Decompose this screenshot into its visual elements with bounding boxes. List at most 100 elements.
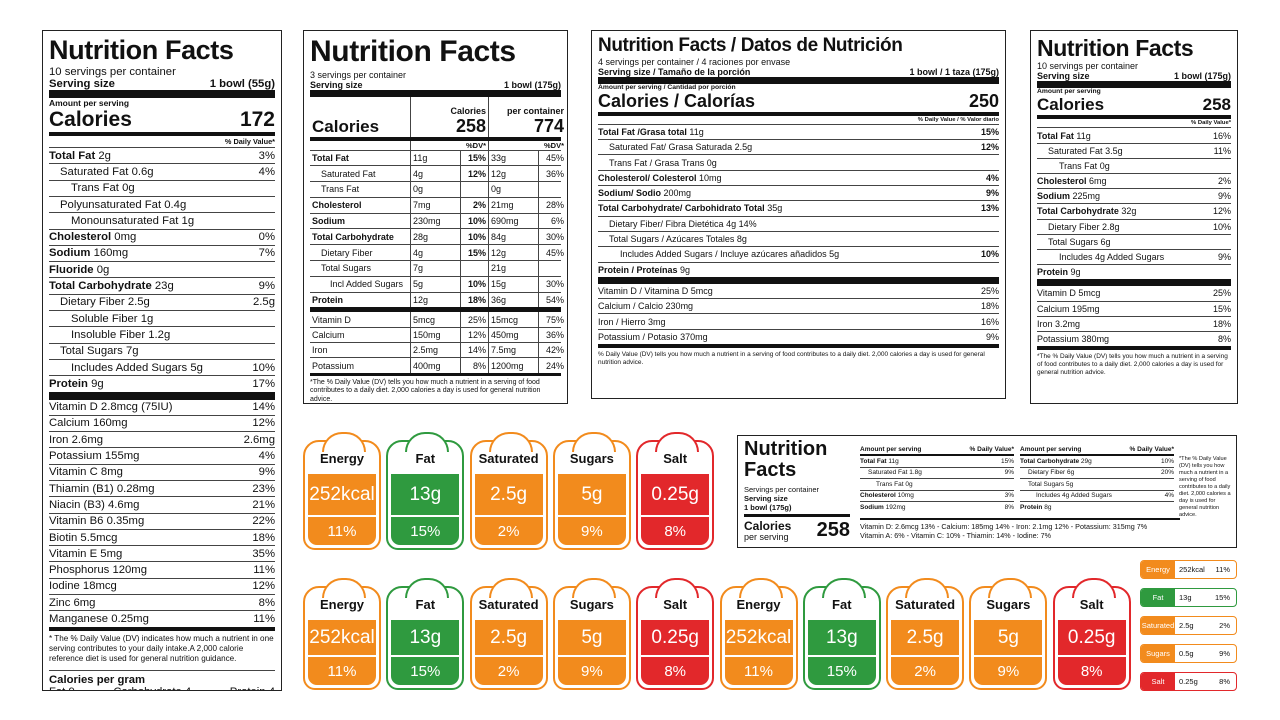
daily-value: 10% xyxy=(1160,457,1174,465)
daily-value: 12% xyxy=(980,142,999,153)
nutrient-badge: Salt 0.25g 8% xyxy=(636,578,715,690)
label-left: Nutrition Facts Servings per container Ser… xyxy=(744,439,850,542)
nutrient-amount: 8g xyxy=(736,234,747,245)
divider-bar xyxy=(598,344,999,348)
nutrient: Vitamin D 2.8mcg (75IU) xyxy=(49,401,172,413)
nutrient-badge: Sugars 5g 9% xyxy=(552,578,631,690)
nutrient: Includes 4g Added Sugars xyxy=(1037,252,1164,262)
nutrient-name: Total Carbohydrate xyxy=(1020,457,1080,465)
nutrition-label: Nutrition Facts 10 servings per container… xyxy=(1030,30,1238,404)
nutrient-amount: 400mg xyxy=(410,358,460,373)
nutrient-name: Total Carbohydrate/ Carbohidrato Total xyxy=(598,203,765,214)
nutrient-row: Iron 2.5mg 14% 7.5mg 42% xyxy=(310,342,564,358)
nutrient-name: Includes 4g Added Sugars xyxy=(1036,492,1112,500)
badge-percent: 15% xyxy=(410,522,441,540)
calories-label: Calories xyxy=(312,116,380,136)
nutrient: Polyunsaturated Fat 0.4g xyxy=(49,199,186,211)
calories: Calories 258 xyxy=(1037,95,1231,115)
nutrient-row: Saturated Fat 3.5g 11% xyxy=(1037,142,1231,158)
badge-value: 0.5g xyxy=(1179,649,1194,658)
nutrient-amount: 5g xyxy=(829,249,840,260)
nutrient: Trans Fat 0g xyxy=(860,481,913,488)
nutrient-name: Calcium xyxy=(49,417,90,430)
per-gram-item: Protein 4 xyxy=(230,686,275,690)
nutrient: Vitamin D 5mcg xyxy=(1037,288,1100,298)
footnote: *The % Daily Value (DV) tells you how mu… xyxy=(1179,456,1231,518)
nutrient-name: Calcium xyxy=(312,329,345,340)
nutrient-row: Dietary Fiber 6g 20% xyxy=(1020,466,1174,479)
badge-percent: 2% xyxy=(914,662,936,680)
nutrient-amount: 12g xyxy=(488,166,538,182)
nutrient: Protein 9g xyxy=(49,378,104,390)
nutrient-name: Protein / Proteínas xyxy=(598,264,678,275)
nutrient-amount: 155mg xyxy=(104,450,140,463)
nutrient-badge-small: Salt 0.25g 8% xyxy=(1140,672,1237,691)
nutrient-amount: 0g xyxy=(122,182,135,195)
badge-value: 252kcal xyxy=(308,620,376,657)
nutrient-name: Potassium xyxy=(1037,333,1080,344)
badge-name: Salt xyxy=(663,450,688,466)
calories-label-group: Calories per serving xyxy=(744,520,791,542)
nutrient-amount: 200mg xyxy=(663,188,692,199)
daily-value: 6% xyxy=(538,213,566,229)
daily-value: 11% xyxy=(253,564,275,577)
nutrient-amount: 5mcg xyxy=(410,312,460,327)
dv-header-blank xyxy=(310,141,410,150)
divider-bar xyxy=(49,391,275,400)
badge-name: Fat xyxy=(1141,589,1175,606)
badge-value: 5g xyxy=(557,474,626,517)
nutrient-amount: 2.5mg xyxy=(410,343,460,358)
nutrient-amount: 6g xyxy=(1100,236,1111,247)
nutrient-row: Calcium 195mg 15% xyxy=(1037,300,1231,316)
nutrient-amount: 0.28mg xyxy=(116,482,155,495)
nutrition-label: Nutrition Facts / Datos de Nutrición 4 se… xyxy=(591,30,1006,399)
badge-percent: 15% xyxy=(410,662,441,680)
nutrient: Iron 3.2mg xyxy=(1037,319,1080,329)
serving-size-label: Serving size xyxy=(49,78,115,91)
serving-size: Serving size 1 bowl (55g) xyxy=(49,78,275,90)
badge-percent: 2% xyxy=(497,662,520,680)
nutrient-row: Potassium 155mg 4% xyxy=(49,447,275,463)
nutrient-row: Total Carbohydrate 28g 10% 84g 30% xyxy=(310,228,564,245)
per-gram-label: Calories per gram xyxy=(49,674,146,687)
nutrient: Vitamin D / Vitamina D 5mcg xyxy=(598,286,713,296)
nutrient: Total Carbohydrate 32g xyxy=(1037,206,1136,216)
daily-value: 9% xyxy=(258,280,275,293)
nutrient-name: Vitamin D / Vitamina D xyxy=(598,285,689,296)
nutrient-amount: 21g xyxy=(488,261,538,276)
nutrient-amount: 6mg xyxy=(1089,176,1107,187)
daily-value: 25% xyxy=(460,312,488,327)
badge-body: 5g 9% xyxy=(974,620,1043,685)
calories: Calories per serving 258 xyxy=(744,519,850,542)
daily-value: 14% xyxy=(252,401,275,414)
nutrient-badge-small: Fat 13g 15% xyxy=(1140,588,1237,607)
nutrient-row: Total Sugars 5g xyxy=(1020,478,1174,490)
badge-body: 0.25g 8% xyxy=(641,620,710,685)
divider-bar xyxy=(598,76,999,84)
nutrient-row: Total Carbohydrate 32g 12% xyxy=(1037,203,1231,218)
badge-value: 13g xyxy=(807,620,876,657)
column-header-label: Amount per serving xyxy=(860,446,922,453)
daily-value: 14% xyxy=(460,343,488,358)
nutrient-amount: 4g xyxy=(410,166,460,182)
nutrient-amount: 28g xyxy=(410,229,460,245)
nutrient-name: Iron / Hierro xyxy=(598,316,646,327)
calories: Calories 172 xyxy=(49,108,275,132)
divider-bar xyxy=(598,111,999,116)
nutrient-name: Iron xyxy=(312,345,328,356)
calories-value: 250 xyxy=(968,90,999,111)
nutrient-name: Niacin (B3) xyxy=(49,498,105,511)
nutrient-name: Dietary Fiber xyxy=(60,296,125,309)
badge-value: 252kcal xyxy=(1179,565,1205,574)
vitamin-lines: Vitamin D: 2.6mcg 13% - Calcium: 185mg 1… xyxy=(860,518,1180,540)
nutrient-badge: Energy 252kcal 11% xyxy=(303,432,381,550)
nutrient: Vitamin B6 0.35mg xyxy=(49,515,144,527)
divider-bar xyxy=(49,90,275,99)
nutrient-amount: 10mg xyxy=(699,172,722,183)
nutrient-amount: 8g xyxy=(1044,503,1052,511)
daily-value: 9% xyxy=(985,188,999,199)
nutrient: Cholesterol 10mg xyxy=(860,492,914,499)
badge-body: 2.5g 2% xyxy=(474,474,543,545)
nutrient-amount: 0.25mg xyxy=(111,613,149,625)
nutrient-name: Dietary Fiber/ Fibra Dietética xyxy=(609,218,724,229)
